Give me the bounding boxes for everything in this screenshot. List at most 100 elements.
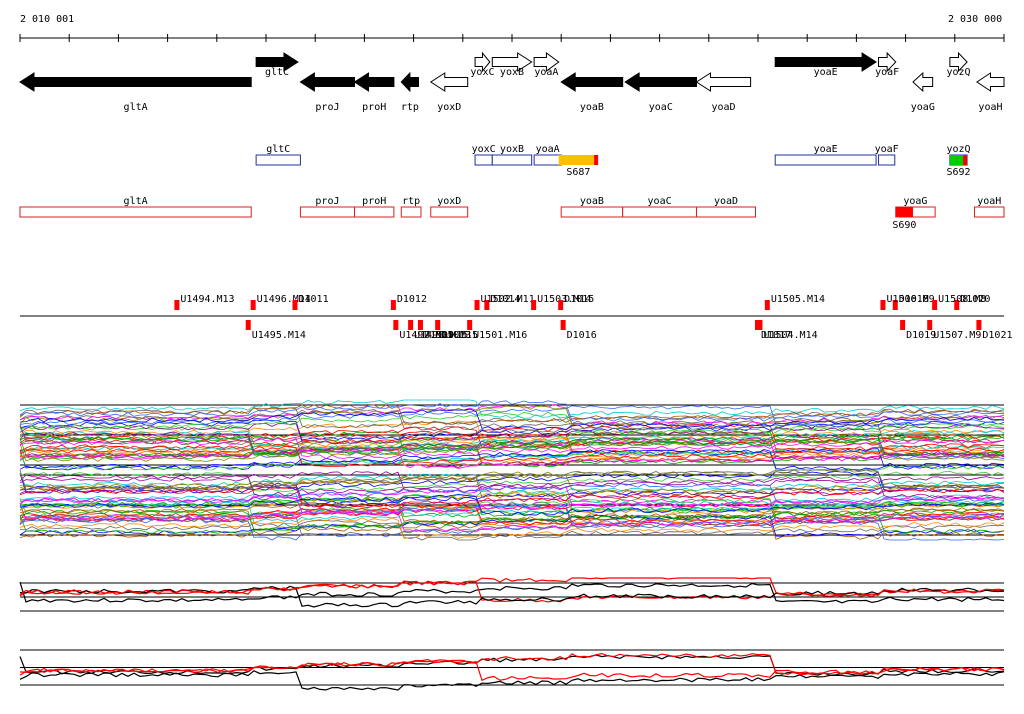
segment-label-D1015: D1015 [564,294,594,305]
expression-trace [19,469,1005,491]
gene-arrow-yoaH [976,72,1005,92]
segment-marker-U1498.M15 [408,320,414,330]
expression-trace [19,500,1005,524]
promoter-mark-label-S692: S692 [946,167,970,178]
gene-arrow-yoaD [695,72,752,92]
segment-marker-D1012 [390,300,396,310]
gene-arrow-yoaC [624,72,697,92]
operon-label-yoaC: yoaC [648,196,672,207]
gene-arrow-yoaA [533,52,560,72]
gene-label-yozQ: yozQ [946,67,970,78]
segment-marker-D1015 [558,300,564,310]
expression-trace [19,514,1005,537]
segment-label-D1013: D1013 [441,330,471,341]
expression-trace [19,430,1005,453]
gene-label-yoxB: yoxB [500,67,524,78]
segment-label-U1507.M9: U1507.M9 [933,330,981,341]
segment-label-U1497.M15: U1497.M15 [399,330,453,341]
gene-arrow-yoaG [912,71,934,93]
operon-label-gltA: gltA [124,196,148,207]
operon-label-rtp: rtp [402,196,420,207]
gene-arrow-yoxB [491,52,533,72]
promoter-label-yoaE: yoaE [814,144,838,155]
operon-box-yoaB [560,206,624,218]
segment-marker-D1021 [976,320,982,330]
expression-trace [19,658,1005,682]
expression-trace [19,511,1005,535]
expression-trace [19,581,1005,604]
expression-panel-condition-2 [19,469,1005,541]
operon-box-gltA [19,206,252,218]
expression-panel-average-2 [19,649,1005,691]
expression-panel-average-1 [19,577,1005,612]
expression-trace [19,437,1005,460]
expression-trace [19,519,1005,541]
expression-trace [19,471,1005,494]
promoter-box-yoaE [774,154,877,166]
gene-track: gltA gltC proJ proH rtp yoxD yoxC yoxB yoaA yoaB y… [19,51,1005,113]
segment-label-D1021: D1021 [982,330,1012,341]
segment-marker-D1019 [900,320,906,330]
expression-trace [19,431,1005,453]
promoter-mark-label-S687: S687 [566,167,590,178]
operon-label-yoaG: yoaG [903,196,927,207]
expression-trace [19,494,1005,516]
expression-trace [19,434,1005,458]
segment-label-U1494.M13: U1494.M13 [180,294,234,305]
segment-label-U1502.M11: U1502.M11 [481,294,535,305]
operon-box-proJ [299,206,356,218]
operon-mark-S690 [895,207,913,217]
operon-box-yoaC [622,206,697,218]
gene-label-yoaC: yoaC [649,102,673,113]
expression-trace [19,518,1005,540]
expression-trace [19,491,1005,514]
promoter-box-yoxB [491,154,533,166]
ruler-start-label: 2 010 001 [20,14,74,25]
gene-label-proJ: proJ [315,102,339,113]
gene-label-rtp: rtp [401,102,419,113]
expression-trace [19,445,1005,467]
segment-marker-U1503.M14 [531,300,537,310]
segment-marker-D1017 [754,320,760,330]
promoter-box-gltC [255,154,301,166]
promoter-box-yoxC [474,154,493,166]
expression-trace [19,494,1004,516]
expression-trace [19,652,1005,676]
segment-marker-U1508.M8 [932,300,938,310]
segment-label-D1012: D1012 [397,294,427,305]
segment-label-U1508.M8: U1508.M8 [938,294,986,305]
gene-label-yoxD: yoxD [437,102,461,113]
expression-trace [19,508,1005,531]
expression-trace [19,469,1005,491]
operon-box-rtp [400,206,422,218]
gene-label-yoaA: yoaA [534,67,558,78]
operon-label-yoaD: yoaD [714,196,738,207]
promoter-label-yozQ: yozQ [946,144,970,155]
segment-marker-D1014 [484,300,490,310]
ruler-end-label: 2 030 000 [948,14,1002,25]
gene-arrow-yoaE [774,52,877,72]
segment-marker-U1495.M14 [245,320,251,330]
operon-track: gltA proJ proH rtp yoxD yoaB yoaC yoaD yoaG yoaH S… [19,196,1005,231]
expression-trace [19,424,1005,447]
expression-trace [19,400,1005,422]
operon-box-yoxD [430,206,469,218]
gene-label-yoaB: yoaB [580,102,604,113]
promoter-mark-S692 [949,155,968,165]
segment-label-U1504.M14: U1504.M14 [763,330,817,341]
segment-marker-U1501.M16 [467,320,473,330]
promoter-mark-edge [963,155,968,165]
expression-trace [19,514,1005,537]
expression-trace [19,476,1005,499]
operon-box-proH [354,206,395,218]
gene-label-yoaD: yoaD [711,102,735,113]
segment-marker-D1020 [954,300,960,310]
gene-label-gltC: gltC [265,67,289,78]
gene-arrow-yoaF [878,51,897,73]
segment-marker-U1507.M9 [927,320,933,330]
expression-trace [19,447,1005,469]
expression-trace [19,482,1005,505]
segment-marker-D1013 [435,320,441,330]
